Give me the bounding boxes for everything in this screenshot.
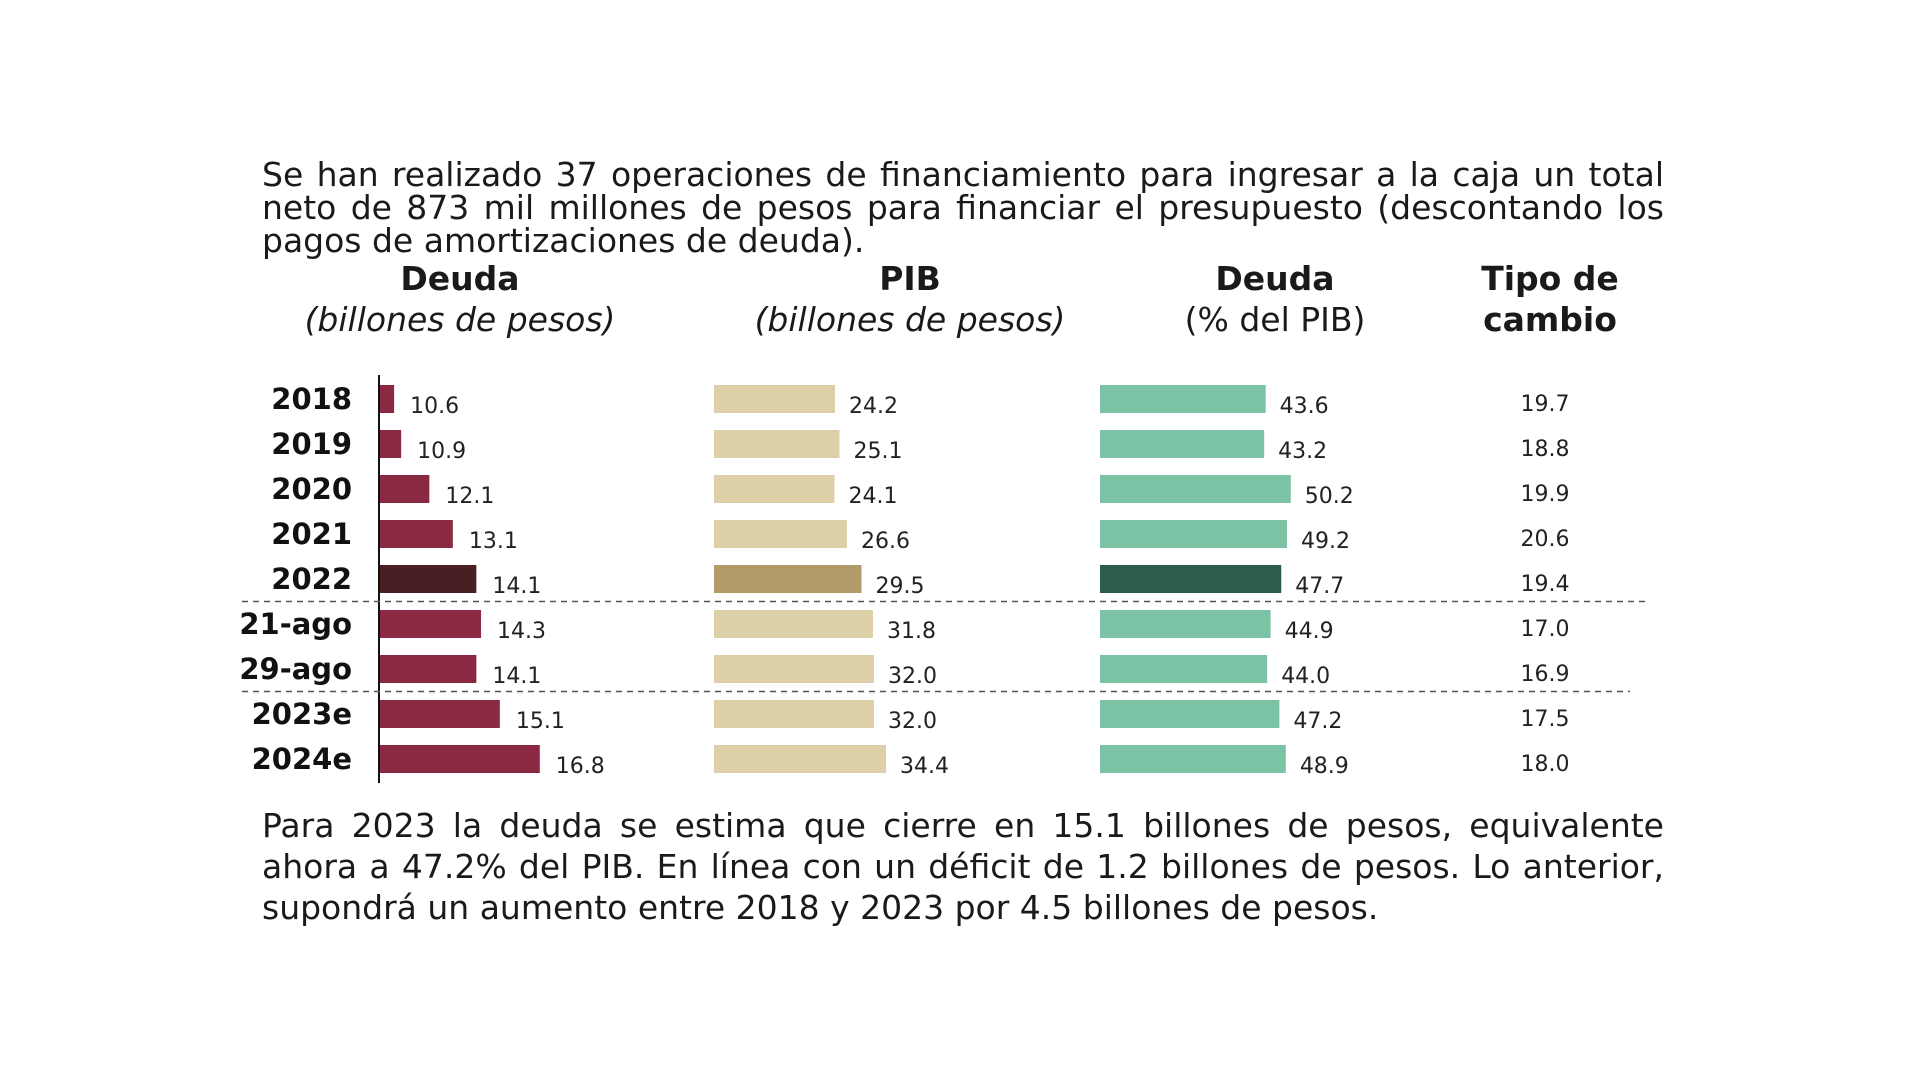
value-label-deuda-29-ago: 14.1 xyxy=(492,664,541,689)
value-label-deuda-2020: 12.1 xyxy=(445,484,494,509)
header-deuda-pib-title: Deuda xyxy=(1215,259,1335,298)
bar-pib-2018 xyxy=(714,385,835,413)
year-label-29-ago: 29-ago xyxy=(239,652,352,686)
bar-pib-2024e xyxy=(714,745,886,773)
year-label-2021: 2021 xyxy=(271,517,352,551)
header-pib-subtitle: (billones de pesos) xyxy=(754,300,1066,339)
value-label-deuda-2019: 10.9 xyxy=(417,439,466,464)
value-label-pib-2020: 24.1 xyxy=(849,484,898,509)
year-label-2022: 2022 xyxy=(271,562,352,596)
year-label-2018: 2018 xyxy=(271,382,352,416)
bar-deuda-2020 xyxy=(380,475,430,503)
bar-pib-2019 xyxy=(714,430,840,458)
value-label-deuda_pib-2021: 49.2 xyxy=(1301,529,1350,554)
bar-deuda_pib-29-ago xyxy=(1100,655,1268,683)
value-label-pib-2024e: 34.4 xyxy=(900,754,949,779)
year-label-2024e: 2024e xyxy=(252,742,352,776)
bar-deuda_pib-2022 xyxy=(1100,565,1282,593)
tipo-cambio-value-29-ago: 16.9 xyxy=(1521,662,1570,687)
value-label-pib-2023e: 32.0 xyxy=(888,709,937,734)
value-label-deuda_pib-21-ago: 44.9 xyxy=(1285,619,1334,644)
tipo-cambio-value-2022: 19.4 xyxy=(1521,572,1570,597)
tipo-cambio-value-2020: 19.9 xyxy=(1521,482,1570,507)
tipo-cambio-value-2018: 19.7 xyxy=(1521,392,1570,417)
value-label-deuda-2024e: 16.8 xyxy=(556,754,605,779)
bar-deuda-29-ago xyxy=(380,655,477,683)
value-label-pib-2022: 29.5 xyxy=(876,574,925,599)
header-deuda-pib: Deuda (% del PIB) xyxy=(1145,258,1405,340)
value-label-pib-29-ago: 32.0 xyxy=(888,664,937,689)
value-label-pib-2018: 24.2 xyxy=(849,394,898,419)
value-label-deuda_pib-2023e: 47.2 xyxy=(1293,709,1342,734)
bar-deuda_pib-2021 xyxy=(1100,520,1287,548)
value-label-deuda_pib-2024e: 48.9 xyxy=(1300,754,1349,779)
bar-deuda_pib-2024e xyxy=(1100,745,1286,773)
value-label-deuda-2021: 13.1 xyxy=(469,529,518,554)
value-label-pib-2021: 26.6 xyxy=(861,529,910,554)
tipo-cambio-value-2023e: 17.5 xyxy=(1521,707,1570,732)
header-pib-title: PIB xyxy=(879,259,941,298)
bar-deuda-2019 xyxy=(380,430,402,458)
year-label-2019: 2019 xyxy=(271,427,352,461)
tipo-cambio-value-21-ago: 17.0 xyxy=(1521,617,1570,642)
bar-deuda_pib-2018 xyxy=(1100,385,1266,413)
header-deuda-title: Deuda xyxy=(400,259,520,298)
bar-pib-2022 xyxy=(714,565,862,593)
value-label-deuda_pib-2019: 43.2 xyxy=(1278,439,1327,464)
intro-paragraph: Se han realizado 37 operaciones de finan… xyxy=(262,155,1664,260)
tipo-cambio-value-2024e: 18.0 xyxy=(1521,752,1570,777)
bar-pib-21-ago xyxy=(714,610,873,638)
value-label-deuda-21-ago: 14.3 xyxy=(497,619,546,644)
bar-deuda_pib-21-ago xyxy=(1100,610,1271,638)
bar-pib-29-ago xyxy=(714,655,874,683)
year-label-2020: 2020 xyxy=(271,472,352,506)
bar-deuda-2022 xyxy=(380,565,477,593)
bar-pib-2021 xyxy=(714,520,847,548)
tipo-cambio-value-2021: 20.6 xyxy=(1521,527,1570,552)
bar-deuda_pib-2019 xyxy=(1100,430,1265,458)
bar-pib-2020 xyxy=(714,475,835,503)
bar-deuda_pib-2020 xyxy=(1100,475,1291,503)
outro-paragraph: Para 2023 la deuda se estima que cierre … xyxy=(262,806,1664,927)
year-label-2023e: 2023e xyxy=(252,697,352,731)
bar-deuda_pib-2023e xyxy=(1100,700,1280,728)
value-label-deuda-2018: 10.6 xyxy=(410,394,459,419)
bar-deuda-2018 xyxy=(380,385,395,413)
header-deuda: Deuda (billones de pesos) xyxy=(300,258,620,340)
tipo-cambio-value-2019: 18.8 xyxy=(1521,437,1570,462)
header-pib: PIB (billones de pesos) xyxy=(745,258,1075,340)
value-label-deuda_pib-2020: 50.2 xyxy=(1305,484,1354,509)
bar-deuda-2024e xyxy=(380,745,540,773)
bar-pib-2023e xyxy=(714,700,874,728)
bar-deuda-2023e xyxy=(380,700,500,728)
year-label-21-ago: 21-ago xyxy=(239,607,352,641)
bar-deuda-2021 xyxy=(380,520,453,548)
value-label-deuda_pib-2022: 47.7 xyxy=(1295,574,1344,599)
header-tipo-cambio-line2: cambio xyxy=(1483,300,1617,339)
header-tipo-cambio: Tipo de cambio xyxy=(1440,258,1660,340)
header-deuda-subtitle: (billones de pesos) xyxy=(304,300,616,339)
value-label-deuda_pib-2018: 43.6 xyxy=(1280,394,1329,419)
header-tipo-cambio-line1: Tipo de xyxy=(1481,259,1619,298)
value-label-deuda-2022: 14.1 xyxy=(492,574,541,599)
value-label-pib-21-ago: 31.8 xyxy=(887,619,936,644)
bar-deuda-21-ago xyxy=(380,610,482,638)
value-label-deuda-2023e: 15.1 xyxy=(516,709,565,734)
header-deuda-pib-subtitle: (% del PIB) xyxy=(1184,300,1366,339)
value-label-pib-2019: 25.1 xyxy=(854,439,903,464)
value-label-deuda_pib-29-ago: 44.0 xyxy=(1281,664,1330,689)
